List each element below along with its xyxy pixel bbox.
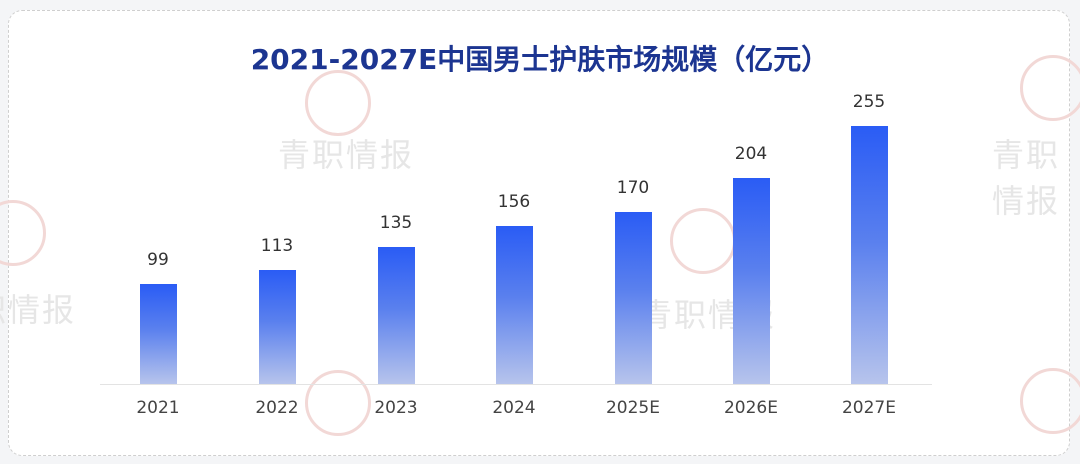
watermark-logo-icon	[1020, 55, 1080, 121]
x-tick-label: 2024	[492, 398, 536, 418]
bar-2023	[378, 247, 415, 384]
bar-2025E	[615, 212, 652, 384]
chart-card	[8, 10, 1070, 456]
value-label: 135	[379, 213, 413, 233]
x-tick-label: 2021	[136, 398, 180, 418]
bar-2024	[496, 226, 533, 384]
watermark-logo-icon	[305, 370, 371, 436]
watermark-text: 青职情报	[0, 291, 77, 329]
x-tick-label: 2023	[374, 398, 418, 418]
value-label: 99	[147, 250, 169, 270]
watermark-logo-icon	[305, 70, 371, 136]
value-label: 170	[616, 178, 650, 198]
chart-title: 2021-2027E中国男士护肤市场规模（亿元）	[250, 43, 830, 76]
watermark-text: 青职情报	[992, 136, 1061, 220]
value-label: 113	[260, 236, 294, 256]
value-label: 255	[852, 92, 886, 112]
watermark-text: 青职情报	[278, 136, 415, 174]
bar-2021	[140, 284, 177, 384]
x-tick-label: 2025E	[605, 398, 660, 418]
value-label: 204	[734, 144, 768, 164]
x-axis-line	[100, 384, 932, 385]
x-tick-label: 2022	[255, 398, 299, 418]
x-tick-label: 2027E	[841, 398, 896, 418]
x-tick-label: 2026E	[723, 398, 778, 418]
value-label: 156	[497, 192, 531, 212]
bar-2022	[259, 270, 296, 384]
bar-2027E	[851, 126, 888, 384]
watermark-logo-icon	[1020, 368, 1080, 434]
bar-2026E	[733, 178, 770, 384]
watermark-logo-icon	[670, 208, 736, 274]
